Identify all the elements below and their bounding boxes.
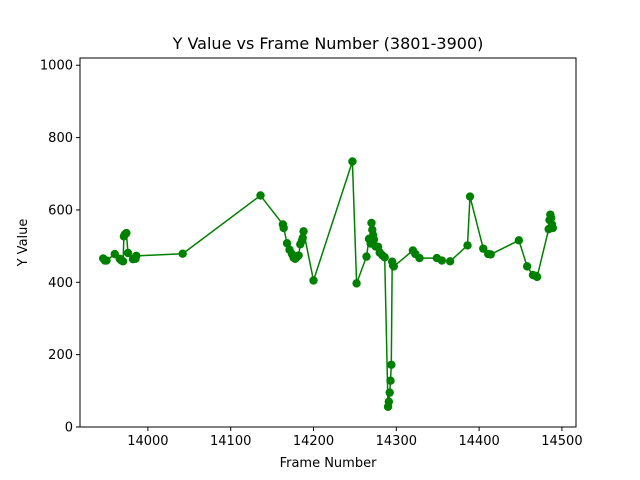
data-point [367,218,376,228]
data-point [348,157,357,166]
data-point [514,236,524,245]
y-tick-label: 800 [48,131,73,146]
data-point [132,251,141,261]
data-point [384,397,394,406]
x-tick-label: 14000 [127,434,168,449]
x-axis-label: Frame Number [280,456,378,471]
x-tick-label: 14500 [541,434,582,449]
data-point [362,252,371,261]
plot-frame [79,57,577,428]
data-point [118,257,128,266]
data-point [299,227,308,236]
data-point [352,279,361,288]
data-point [256,191,265,200]
y-tick-label: 0 [65,421,73,436]
y-tick-label: 400 [48,276,73,291]
series-plot [98,157,558,411]
data-point [389,262,399,271]
data-point [298,233,307,242]
data-point [437,256,447,265]
data-point [369,235,379,244]
data-point [465,192,475,201]
x-tick-label: 14100 [210,434,251,449]
data-point [387,360,396,369]
data-point [386,376,395,385]
data-point [445,257,455,266]
y-tick-label: 600 [48,203,73,218]
data-point [294,251,303,260]
y-axis: 0 200 400 600 800 1000 [40,59,80,436]
data-point [123,248,133,258]
x-tick-label: 14300 [376,434,417,449]
chart-title: Y Value vs Frame Number (3801-3900) [172,34,484,53]
data-point [522,262,532,271]
plot-area [80,58,576,427]
data-point [479,244,488,253]
data-point [546,213,556,223]
y-axis-label: Y Value [16,219,31,268]
y-tick-label: 1000 [40,59,73,74]
x-axis: 14000 14100 14200 14300 14400 14500 [127,427,583,449]
y-tick-label: 200 [48,348,73,363]
data-point [385,388,394,397]
x-tick-label: 14400 [458,434,499,449]
data-point [309,276,318,285]
data-point [380,253,389,262]
data-point [279,223,288,233]
data-point [415,253,424,263]
data-point [282,239,292,248]
data-point [178,249,187,258]
data-point [463,241,472,250]
data-point [532,272,542,282]
data-point [102,256,111,265]
x-tick-label: 14200 [293,434,334,449]
data-point [548,223,558,233]
data-point [486,250,495,259]
data-point [122,228,131,238]
